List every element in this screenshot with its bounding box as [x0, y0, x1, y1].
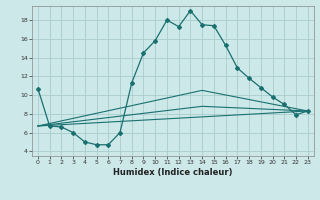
- X-axis label: Humidex (Indice chaleur): Humidex (Indice chaleur): [113, 168, 233, 177]
